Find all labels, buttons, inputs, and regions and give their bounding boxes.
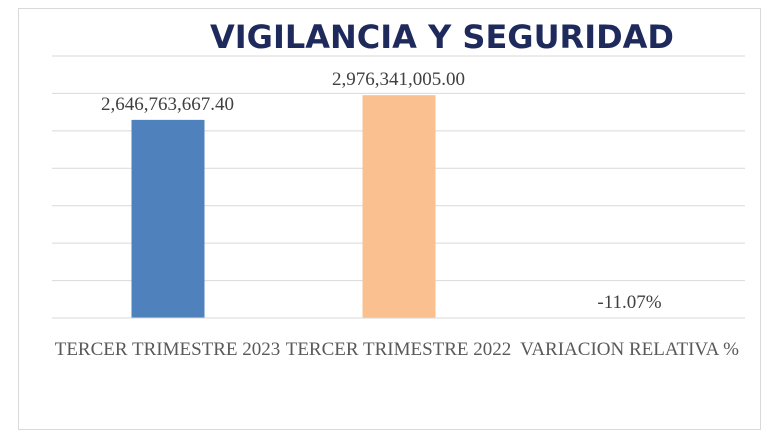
- x-tick-label: TERCER TRIMESTRE 2022: [285, 339, 512, 360]
- data-label: 2,646,763,667.40: [101, 93, 234, 115]
- data-label: -11.07%: [597, 292, 662, 313]
- x-tick-label: VARIACION RELATIVA %: [520, 339, 739, 360]
- x-tick-label: TERCER TRIMESTRE 2023: [54, 339, 281, 360]
- bar: [131, 119, 205, 318]
- chart-title: VIGILANCIA Y SEGURIDAD: [210, 18, 674, 56]
- bar: [362, 95, 436, 318]
- data-label: 2,976,341,005.00: [332, 69, 465, 91]
